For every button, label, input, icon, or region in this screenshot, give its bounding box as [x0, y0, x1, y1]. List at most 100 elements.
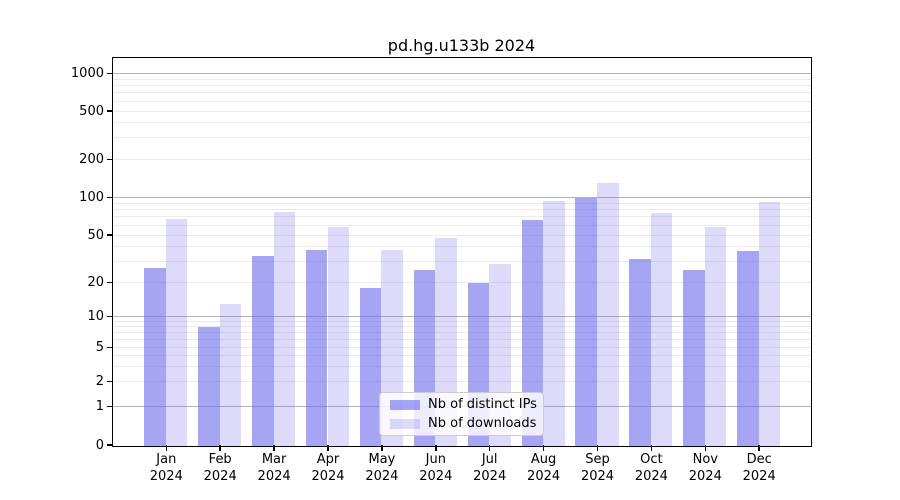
chart-title: pd.hg.u133b 2024 [387, 36, 536, 55]
gridline-minor [112, 339, 811, 341]
gridline-minor [112, 326, 811, 328]
x-tick-label: Dec 2024 [742, 452, 776, 484]
x-tick-label: Apr 2024 [311, 452, 345, 484]
y-tick-label: 0 [95, 437, 104, 453]
y-tick-label: 10 [87, 309, 104, 325]
gridline-minor [112, 320, 811, 322]
gridline-minor [112, 100, 811, 102]
bar-downloads [704, 227, 727, 446]
legend-row-downloads: Nb of downloads [390, 416, 543, 431]
x-tick-mark [327, 445, 329, 451]
gridline-minor [112, 158, 811, 160]
x-tick-mark [381, 445, 383, 451]
y-tick-label: 2 [95, 374, 104, 390]
y-tick-label: 500 [79, 103, 104, 119]
x-tick-mark [165, 445, 168, 451]
x-tick-label: Jul 2024 [473, 452, 507, 484]
y-tick-mark [106, 234, 113, 236]
y-tick-mark [106, 196, 113, 199]
x-tick-mark [488, 445, 491, 451]
x-tick-mark [596, 445, 599, 451]
x-tick-label: Nov 2024 [688, 452, 722, 484]
x-tick-mark [219, 445, 221, 451]
legend: Nb of distinct IPs Nb of downloads [379, 392, 544, 436]
x-tick-label: May 2024 [365, 452, 399, 484]
gridline-minor [112, 216, 811, 218]
bar-downloads [758, 202, 781, 446]
y-tick-mark [106, 315, 113, 318]
bar-downloads [327, 227, 350, 446]
x-tick-label: Jun 2024 [419, 452, 453, 484]
bar-distinct-ips [683, 269, 705, 446]
x-tick-mark [704, 445, 707, 451]
y-tick-mark [106, 158, 113, 161]
bar-downloads [650, 212, 673, 446]
x-tick-mark [650, 445, 653, 451]
bar-downloads [273, 212, 296, 446]
gridline-minor [112, 92, 811, 94]
x-tick-label: Sep 2024 [580, 452, 615, 484]
y-tick-mark [106, 110, 113, 112]
gridline-major [112, 196, 811, 198]
legend-label-distinct-ips: Nb of distinct IPs [428, 397, 537, 412]
gridline-minor [112, 202, 811, 204]
x-tick-mark [758, 445, 760, 451]
x-tick-label: Aug 2024 [527, 452, 561, 484]
legend-row-distinct-ips: Nb of distinct IPs [390, 397, 543, 412]
bar-distinct-ips [198, 327, 220, 446]
gridline-minor [112, 234, 811, 236]
y-tick-label: 1 [95, 399, 104, 415]
bar-distinct-ips [252, 255, 274, 446]
y-tick-mark [106, 281, 113, 284]
gridline-minor [112, 355, 811, 357]
bar-distinct-ips [629, 258, 651, 446]
bar-distinct-ips [737, 251, 759, 446]
x-tick-label: Jan 2024 [149, 452, 183, 484]
y-tick-label: 1000 [70, 65, 104, 81]
x-tick-label: Feb 2024 [203, 452, 237, 484]
bar-downloads [219, 304, 242, 446]
gridline-major [112, 72, 811, 74]
gridline-major [112, 316, 811, 318]
gridline-minor [112, 224, 811, 226]
bar-downloads [165, 218, 188, 446]
gridline-minor [112, 332, 811, 334]
legend-swatch-downloads [390, 418, 420, 429]
bar-downloads [543, 200, 565, 446]
gridline-minor [112, 381, 811, 383]
y-tick-mark [106, 346, 113, 349]
y-tick-mark [106, 405, 113, 408]
x-tick-label: Oct 2024 [634, 452, 668, 484]
gridline-minor [112, 261, 811, 263]
gridline-minor [112, 246, 811, 248]
y-tick-mark [106, 444, 113, 446]
gridline-minor [112, 282, 811, 284]
gridline-minor [112, 208, 811, 210]
y-tick-label: 50 [87, 227, 104, 243]
bar-distinct-ips [144, 267, 166, 446]
gridline-minor [112, 347, 811, 349]
gridline-minor [112, 84, 811, 86]
x-tick-mark [542, 445, 545, 451]
legend-label-downloads: Nb of downloads [428, 416, 537, 431]
gridline-minor [112, 366, 811, 368]
bar-distinct-ips [575, 197, 597, 446]
plot-area [111, 57, 812, 447]
gridline-minor [112, 137, 811, 139]
y-tick-mark [106, 72, 113, 75]
y-tick-label: 20 [87, 275, 104, 291]
y-tick-label: 100 [79, 189, 104, 205]
gridline-minor [112, 110, 811, 112]
gridline-minor [112, 78, 811, 80]
x-tick-label: Mar 2024 [257, 452, 291, 484]
x-tick-mark [273, 445, 275, 451]
y-tick-label: 200 [79, 151, 104, 167]
legend-swatch-distinct-ips [390, 399, 420, 410]
y-tick-label: 5 [95, 340, 104, 356]
bar-downloads [597, 183, 619, 446]
y-tick-mark [106, 380, 113, 383]
bar-distinct-ips [521, 220, 544, 446]
x-tick-mark [435, 445, 437, 451]
bar-distinct-ips [305, 249, 328, 446]
